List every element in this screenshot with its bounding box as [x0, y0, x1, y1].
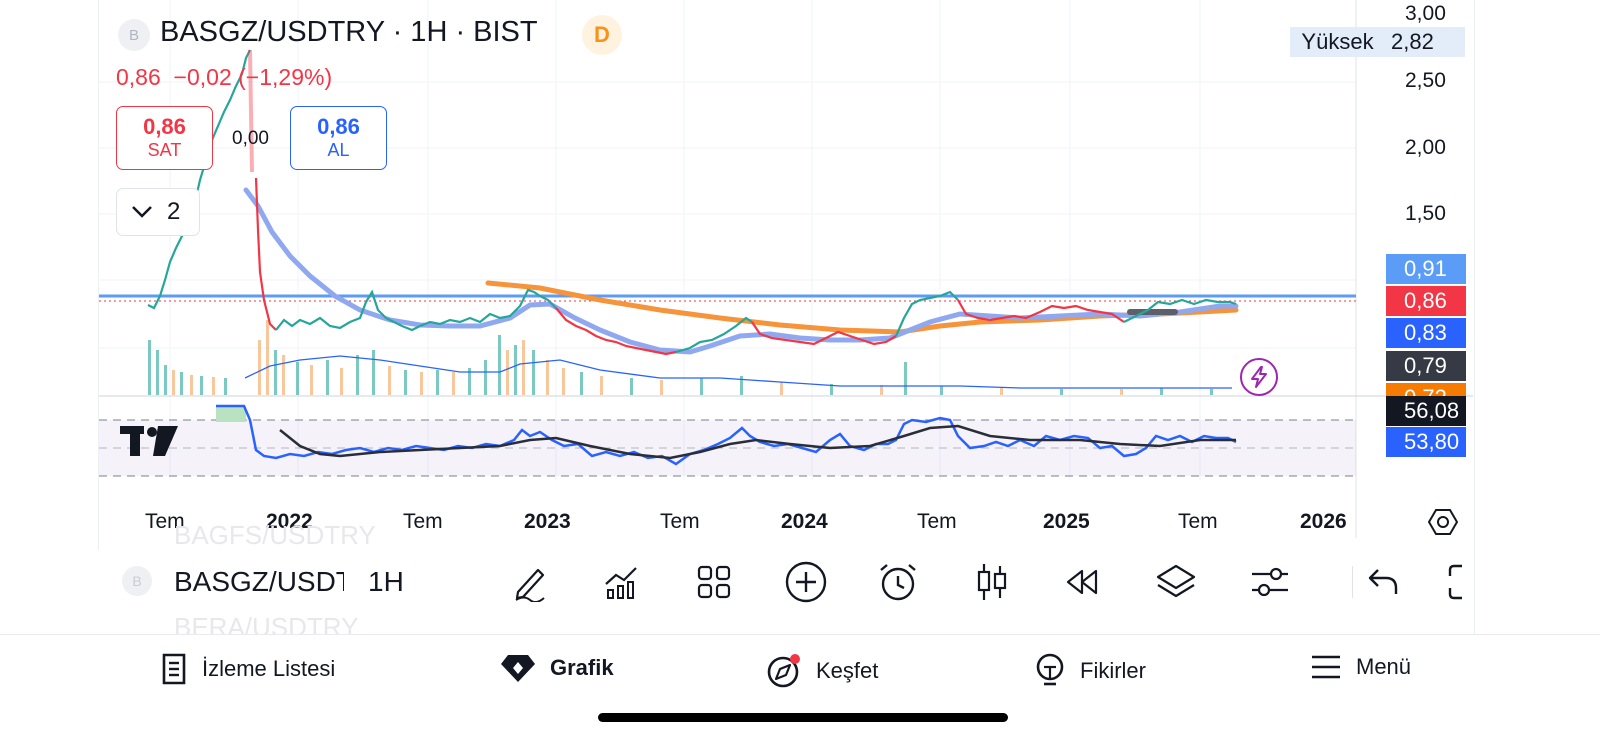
fullscreen-icon[interactable] — [1446, 560, 1470, 604]
time-axis-label: 2026 — [1300, 510, 1347, 533]
time-axis-label: Tem — [145, 510, 185, 533]
rsi-ma-line — [279, 424, 1236, 460]
nav-watchlist-label: İzleme Listesi — [202, 656, 336, 681]
grey-level-tag: 0,79 — [1386, 351, 1466, 381]
grid-lines — [99, 0, 1356, 480]
chevron-down-icon — [132, 206, 152, 218]
layout-grid-icon[interactable] — [692, 560, 736, 604]
explore-icon — [767, 654, 800, 688]
alarm-icon[interactable] — [876, 560, 920, 604]
price-axis-label: 1,50 — [1405, 202, 1446, 225]
symbol-title[interactable]: BASGZ/USDTRY · 1H · BIST — [160, 16, 538, 48]
toolbar-separator — [1352, 566, 1353, 598]
chart-icon — [501, 655, 535, 682]
price-axis-label: 3,00 — [1405, 2, 1446, 25]
price-axis-label: 2,50 — [1405, 69, 1446, 92]
buy-label: AL — [327, 140, 350, 160]
price-axis-label: 2,00 — [1405, 136, 1446, 159]
home-indicator — [598, 713, 1008, 722]
slow-ma-tag-clip: 0,72 — [1386, 383, 1466, 396]
time-axis-label: 2024 — [781, 510, 828, 533]
time-axis-label: Tem — [660, 510, 700, 533]
price-candles — [147, 49, 1237, 356]
nav-ideas-label: Fikirler — [1080, 658, 1146, 683]
ideas-icon — [1036, 653, 1064, 686]
price-change: −0,02 (−1,29%) — [173, 64, 333, 90]
sell-label: SAT — [147, 140, 182, 160]
high-label: Yüksek — [1290, 27, 1385, 57]
rsi-value-tag: 53,80 — [1386, 427, 1466, 457]
ghost-symbol-above: BAGFS/USDTRY — [174, 520, 376, 550]
spread-value: 0,00 — [232, 128, 269, 149]
nav-explore-label: Keşfet — [816, 658, 879, 683]
indicators-count: 2 — [167, 198, 181, 225]
time-axis-label: Tem — [1178, 510, 1218, 533]
rsi-ma-tag: 56,08 — [1386, 396, 1466, 426]
delayed-data-badge[interactable]: D — [582, 15, 622, 55]
high-value: 2,82 — [1385, 27, 1465, 57]
last-price: 0,86 — [116, 64, 161, 90]
slow-ma-line — [485, 280, 1239, 335]
volume-ma-line — [244, 355, 1232, 389]
menu-icon — [1312, 655, 1340, 679]
nav-menu[interactable]: Menü — [1310, 653, 1411, 681]
time-axis-label: Tem — [917, 510, 957, 533]
volume-bars — [148, 320, 1213, 395]
nav-menu-label: Menü — [1356, 654, 1412, 679]
fast-ma-tag: 0,83 — [1386, 318, 1466, 348]
buy-button[interactable]: 0,86 AL — [290, 106, 387, 170]
watchlist-icon — [162, 653, 186, 685]
sell-button[interactable]: 0,86 SAT — [116, 106, 213, 170]
toolbar-symbol-logo-icon: B — [122, 566, 152, 596]
nav-ideas[interactable]: Fikirler — [1034, 653, 1146, 689]
rsi-line — [216, 404, 1237, 466]
tradingview-logo-icon — [120, 426, 178, 456]
undo-icon[interactable] — [1362, 560, 1406, 604]
nav-chart[interactable]: Grafik — [500, 653, 614, 683]
chart-frame — [98, 0, 1475, 634]
symbol-logo-icon: B — [118, 19, 150, 51]
nav-watchlist[interactable]: İzleme Listesi — [160, 653, 335, 685]
buy-price: 0,86 — [317, 114, 360, 139]
nav-explore[interactable]: Keşfet — [766, 653, 878, 689]
lightning-icon[interactable] — [1240, 358, 1278, 396]
toolbar-symbol-selector[interactable]: BASGZ/USDTRY — [174, 566, 344, 597]
toolbar-interval-selector[interactable]: 1H — [368, 566, 404, 597]
time-axis-label: 2023 — [524, 510, 571, 533]
replay-icon[interactable] — [1062, 560, 1106, 604]
last-price-tag: 0,86 — [1386, 286, 1466, 316]
resistance-price-tag: 0,91 — [1386, 254, 1466, 284]
add-circle-icon[interactable] — [784, 560, 828, 604]
price-change-line: 0,86 −0,02 (−1,29%) — [116, 64, 332, 91]
bottom-navigation: İzleme Listesi Grafik Keşfet Fikirler Me… — [0, 634, 1600, 739]
slow-ma-tag: 0,72 — [1386, 383, 1466, 396]
layers-icon[interactable] — [1154, 560, 1198, 604]
time-axis-label: Tem — [403, 510, 443, 533]
candle-type-icon[interactable] — [970, 560, 1014, 604]
sell-price: 0,86 — [143, 114, 186, 139]
chart-settings-icon[interactable] — [1428, 507, 1458, 537]
nav-chart-label: Grafik — [550, 655, 614, 680]
time-axis-label: 2022 — [266, 510, 313, 533]
settings-sliders-icon[interactable] — [1248, 560, 1292, 604]
indicators-collapse-button[interactable]: 2 — [116, 188, 200, 236]
drawing-pen-icon[interactable] — [508, 560, 552, 604]
indicators-icon[interactable] — [600, 560, 644, 604]
chart-toolbar — [98, 550, 1473, 634]
time-axis-label: 2025 — [1043, 510, 1090, 533]
